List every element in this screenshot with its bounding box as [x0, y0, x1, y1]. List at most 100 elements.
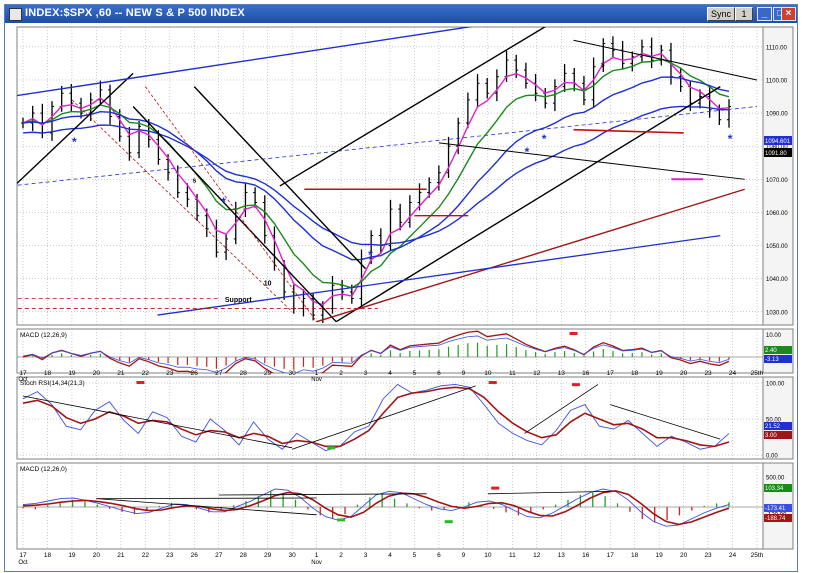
macd2-y-tick: 500.00 [766, 476, 785, 482]
stoch-x-tick: 11 [509, 370, 516, 377]
stoch-x-tick: 24 [729, 370, 737, 377]
channel-line-black [573, 39, 758, 81]
price-y-tick: 1050.00 [766, 244, 788, 250]
stoch-plot [22, 381, 730, 452]
macd2-trend-line [96, 497, 317, 500]
signal-marker-green [337, 518, 346, 522]
stoch-x-tick: 18 [44, 370, 52, 377]
stoch-x-tick: 5 [413, 370, 417, 377]
bottom-x-tick: 2 [339, 552, 343, 559]
price-pane [16, 26, 764, 326]
stoch-x-tick: 17 [19, 370, 27, 377]
bottom-x-tick: 17 [607, 552, 615, 559]
price-pane-scale [762, 26, 794, 326]
minimize-button[interactable]: _ [757, 7, 772, 21]
signal-marker-green [327, 446, 336, 450]
bottom-x-tick: 23 [704, 552, 712, 559]
stoch-x-tick: 18 [631, 370, 639, 377]
stoch-x-tick: 1 [315, 370, 319, 377]
trend-line-blue [17, 106, 758, 186]
stoch-x-tick: 29 [264, 370, 272, 377]
bottom-x-tick: 20 [93, 552, 101, 559]
stoch-value-box [764, 431, 792, 439]
close-button[interactable]: × [781, 7, 796, 21]
stoch-x-tick: 23 [704, 370, 712, 377]
app-icon [9, 8, 22, 21]
bottom-x-tick: 9 [462, 552, 466, 559]
bottom-x-tick: 21 [117, 552, 125, 559]
price-plot: Support s s 10 * * * * * * [17, 27, 758, 324]
price-y-tick: 1070.00 [766, 178, 788, 184]
macd1-value-box [764, 346, 792, 354]
bottom-x-tick: 4 [388, 552, 392, 559]
last-price-label: 1094.601 [765, 139, 791, 145]
stoch-y-tick: 50.00 [766, 418, 782, 424]
stoch-x-tick: 3 [364, 370, 368, 377]
price-y-tick: 1110.00 [766, 45, 787, 51]
stoch-x-tick: 30 [289, 370, 297, 377]
stoch-x-tick: 6 [437, 370, 441, 377]
price-y-tick: 1040.00 [766, 277, 788, 283]
macd1-signal [22, 335, 730, 373]
macd2-label: MACD (12,26,0) [20, 466, 67, 473]
signal-marker-red [491, 486, 500, 490]
bottom-x-tick: 10 [484, 552, 492, 559]
signal-marker-green [444, 520, 453, 524]
sync-button[interactable]: Sync [707, 7, 735, 21]
price-annotation: s [192, 178, 196, 185]
trend-line-blue [17, 27, 474, 97]
bottom-x-tick: 19 [68, 552, 76, 559]
price-y-tick: 1030.00 [766, 310, 788, 316]
bottom-x-tick: 28 [240, 552, 248, 559]
price-y-tick: 1060.00 [766, 211, 788, 217]
bottom-x-tick: 18 [44, 552, 52, 559]
bottom-x-tick: 3 [364, 552, 368, 559]
bottom-x-tick: 18 [631, 552, 639, 559]
bottom-x-tick: 23 [166, 552, 174, 559]
chart-canvas[interactable]: 17 18 19 20 21 22 23 26 27 28 29 30 1 2 3 4 5 6 9 10 11 12 13 1… [5, 23, 797, 571]
channel-line-red [145, 86, 317, 322]
macd1-plot [22, 330, 730, 373]
stoch-x-tick: 2 [339, 370, 343, 377]
channel-line-black [438, 142, 745, 180]
last-price-label: 1091.80 [765, 151, 787, 157]
macd2-value-box [764, 484, 792, 492]
stoch-y-tick: 100.00 [766, 382, 785, 388]
window-title: INDEX:$SPX ,60 -- NEW S & P 500 INDEX [25, 7, 245, 19]
stoch-x-tick: 10 [484, 370, 492, 377]
stoch-label: Stoch RSI(14,34(21,3) [20, 380, 85, 387]
stoch-x-tick: 17 [607, 370, 615, 377]
stoch-value: 3.00 [765, 433, 777, 439]
stoch-trend-line [22, 395, 293, 449]
stoch-x-tick: 9 [462, 370, 466, 377]
stoch-trend-line [524, 384, 599, 434]
stoch-x-tick: 25th [751, 370, 764, 377]
stoch-x-tick: 27 [215, 370, 223, 377]
stoch-slow-line [22, 386, 730, 448]
stoch-pane-scale [762, 376, 794, 460]
stoch-x-tick: 22 [142, 370, 150, 377]
stoch-x-tick: 19 [68, 370, 76, 377]
bottom-x-tick: 13 [558, 552, 566, 559]
macd1-y-tick: 10.00 [766, 333, 782, 339]
macd2-trend-line [487, 491, 611, 495]
cycle-star-marker: * [72, 135, 77, 149]
last-price-box [764, 148, 792, 157]
link-button[interactable]: 1 [735, 7, 753, 21]
stoch-pane [16, 376, 764, 460]
macd2-value: 103.34 [765, 486, 784, 492]
bottom-x-tick: 24 [729, 552, 737, 559]
bottom-x-tick: 6 [437, 552, 441, 559]
macd1-value: -3.13 [765, 357, 779, 363]
stoch-trend-line [292, 385, 476, 450]
bottom-x-tick: 19 [656, 552, 664, 559]
macd2-value: -188.74 [765, 516, 786, 522]
title-bar[interactable]: INDEX:$SPX ,60 -- NEW S & P 500 INDEX Sy… [5, 5, 797, 23]
macd2-value-box [764, 504, 792, 512]
signal-marker-red [569, 332, 578, 335]
macd1-label: MACD (12,26,9) [20, 332, 67, 339]
bottom-x-tick: 20 [680, 552, 688, 559]
last-price-box [764, 136, 792, 145]
macd2-value: -173.41 [765, 506, 786, 512]
stoch-x-tick: 23 [166, 370, 174, 377]
